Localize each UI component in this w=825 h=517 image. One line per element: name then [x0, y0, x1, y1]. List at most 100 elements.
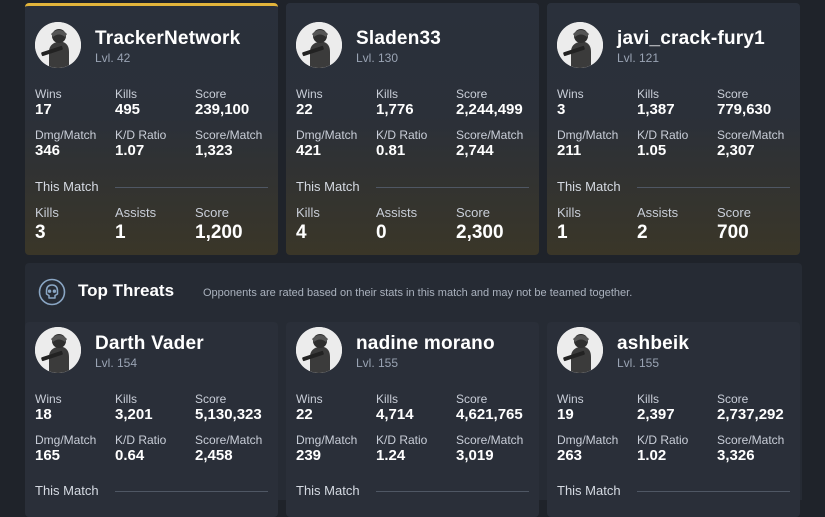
- stat-label: Score/Match: [456, 128, 524, 142]
- stat-score: Score 4,621,765: [456, 392, 538, 424]
- divider-line: [115, 491, 268, 492]
- player-header: nadine morano Lvl. 155: [296, 327, 536, 377]
- stat-label: Kills: [637, 87, 660, 101]
- match-score: Score 2,300: [456, 205, 538, 245]
- avatar: [35, 22, 81, 68]
- threat-card-ashbeik[interactable]: ashbeik Lvl. 155 Wins 19 Kills 2,397 Score…: [547, 322, 800, 517]
- match-stat-value: 2,300: [456, 222, 504, 243]
- player-name[interactable]: ashbeik: [617, 333, 690, 354]
- stat-score: Score 239,100: [195, 87, 277, 119]
- stat-label: Score/Match: [195, 433, 263, 447]
- stat-value: 2,737,292: [717, 406, 784, 423]
- stat-kills: Kills 3,201: [115, 392, 197, 424]
- avatar: [296, 22, 342, 68]
- stat-label: Kills: [376, 392, 399, 406]
- stat-value: 1.02: [637, 447, 667, 464]
- stat-value: 263: [557, 447, 583, 464]
- stat-label: K/D Ratio: [376, 128, 428, 142]
- stat-score-per-match: Score/Match 3,019: [456, 433, 538, 465]
- stat-wins: Wins 22: [296, 87, 378, 119]
- stat-wins: Wins 18: [35, 392, 117, 424]
- stat-wins: Wins 22: [296, 392, 378, 424]
- stat-label: Score/Match: [195, 128, 263, 142]
- this-match-divider: This Match: [296, 483, 529, 499]
- stat-value: 779,630: [717, 101, 772, 118]
- stat-value: 2,244,499: [456, 101, 523, 118]
- stat-kills: Kills 1,776: [376, 87, 458, 119]
- threat-card-nadine-morano[interactable]: nadine morano Lvl. 155 Wins 22 Kills 4,714…: [286, 322, 539, 517]
- stat-label: Kills: [376, 87, 399, 101]
- stat-score: Score 5,130,323: [195, 392, 277, 424]
- stat-label: K/D Ratio: [115, 128, 167, 142]
- this-match-label: This Match: [296, 483, 360, 498]
- match-stat-label: Assists: [637, 205, 679, 220]
- player-card-sladen33[interactable]: Sladen33 Lvl. 130 Wins 22 Kills 1,776 Scor…: [286, 3, 539, 255]
- avatar: [557, 327, 603, 373]
- match-stat-label: Assists: [376, 205, 418, 220]
- this-match-label: This Match: [557, 483, 621, 498]
- stat-label: Kills: [637, 392, 660, 406]
- stat-value: 0.64: [115, 447, 145, 464]
- stat-kd-ratio: K/D Ratio 1.05: [637, 128, 719, 160]
- stat-value: 239,100: [195, 101, 250, 118]
- player-name[interactable]: TrackerNetwork: [95, 28, 241, 49]
- player-header: Darth Vader Lvl. 154: [35, 327, 275, 377]
- stat-kd-ratio: K/D Ratio 0.81: [376, 128, 458, 160]
- stat-value: 495: [115, 101, 141, 118]
- stat-value: 1,776: [376, 101, 414, 118]
- threat-card-darth-vader[interactable]: Darth Vader Lvl. 154 Wins 18 Kills 3,201 S…: [25, 322, 278, 517]
- match-stat-value: 3: [35, 222, 46, 243]
- player-name[interactable]: javi_crack-fury1: [617, 28, 765, 49]
- player-name[interactable]: Sladen33: [356, 28, 442, 49]
- stat-score: Score 2,244,499: [456, 87, 538, 119]
- stat-label: K/D Ratio: [637, 433, 689, 447]
- player-level: Lvl. 42: [95, 51, 131, 65]
- stat-label: K/D Ratio: [115, 433, 167, 447]
- stat-dmg-per-match: Dmg/Match 211: [557, 128, 639, 160]
- this-match-label: This Match: [296, 179, 360, 194]
- top-threats-subtitle: Opponents are rated based on their stats…: [203, 287, 633, 299]
- stat-dmg-per-match: Dmg/Match 263: [557, 433, 639, 465]
- player-card-trackernetwork[interactable]: TrackerNetwork Lvl. 42 Wins 17 Kills 495 S…: [25, 3, 278, 255]
- stat-value: 211: [557, 142, 582, 159]
- match-stat-label: Assists: [115, 205, 157, 220]
- stat-value: 1.24: [376, 447, 406, 464]
- stat-value: 2,744: [456, 142, 494, 159]
- avatar: [35, 327, 81, 373]
- stat-label: Kills: [115, 87, 138, 101]
- stat-label: Wins: [296, 392, 323, 406]
- avatar: [296, 327, 342, 373]
- stat-score-per-match: Score/Match 3,326: [717, 433, 799, 465]
- this-match-label: This Match: [35, 483, 99, 498]
- player-header: TrackerNetwork Lvl. 42: [35, 22, 275, 72]
- this-match-label: This Match: [35, 179, 99, 194]
- stat-score: Score 2,737,292: [717, 392, 799, 424]
- stat-value: 5,130,323: [195, 406, 262, 423]
- match-assists: Assists 0: [376, 205, 458, 245]
- stat-dmg-per-match: Dmg/Match 165: [35, 433, 117, 465]
- stat-value: 3,019: [456, 447, 494, 464]
- stat-score-per-match: Score/Match 2,744: [456, 128, 538, 160]
- stat-value: 239: [296, 447, 322, 464]
- player-level: Lvl. 155: [356, 356, 399, 370]
- stat-value: 2,397: [637, 406, 675, 423]
- match-kills: Kills 3: [35, 205, 117, 245]
- stat-value: 18: [35, 406, 52, 423]
- player-name[interactable]: Darth Vader: [95, 333, 204, 354]
- stat-value: 421: [296, 142, 322, 159]
- stat-value: 2,458: [195, 447, 233, 464]
- stat-label: Score/Match: [717, 128, 785, 142]
- stat-kd-ratio: K/D Ratio 1.07: [115, 128, 197, 160]
- match-kills: Kills 4: [296, 205, 378, 245]
- stat-label: Dmg/Match: [35, 433, 97, 447]
- stat-kills: Kills 4,714: [376, 392, 458, 424]
- avatar: [557, 22, 603, 68]
- player-name[interactable]: nadine morano: [356, 333, 495, 354]
- stat-label: Dmg/Match: [557, 128, 619, 142]
- stat-value: 3,326: [717, 447, 755, 464]
- stat-dmg-per-match: Dmg/Match 346: [35, 128, 117, 160]
- stat-value: 1,387: [637, 101, 675, 118]
- divider-line: [637, 491, 790, 492]
- player-card-javi-crack-fury1[interactable]: javi_crack-fury1 Lvl. 121 Wins 3 Kills 1,3…: [547, 3, 800, 255]
- stat-label: Wins: [557, 392, 584, 406]
